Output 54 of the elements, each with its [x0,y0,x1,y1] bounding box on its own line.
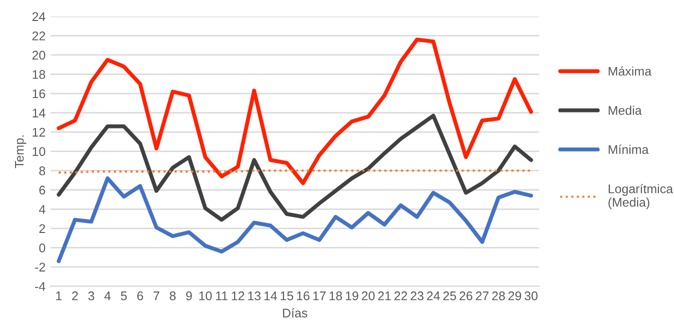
x-tick-label: 3 [88,291,94,300]
y-tick-label: 18 [32,70,46,79]
y-tick-label: 4 [39,205,46,214]
x-tick-label: 22 [394,291,408,300]
line-series [56,114,533,222]
y-tick-label: 12 [32,128,46,137]
x-axis-title: Días [283,308,308,318]
x-tick-label: 21 [378,291,391,300]
x-tick-label: 16 [297,291,310,300]
y-tick-label: 6 [39,186,46,195]
y-tick-label: 24 [32,12,46,21]
x-tick-label: 15 [280,292,294,300]
x-tick-label: 28 [492,291,505,300]
legend-label: Media [608,106,642,115]
x-tick-label: 13 [248,291,261,300]
x-tick-label: 18 [330,291,342,300]
line-series [56,38,533,186]
legend-label: Máxima [608,66,652,76]
y-tick-label: 8 [39,166,46,176]
x-tick-label: 11 [216,292,228,300]
line-series [56,176,533,264]
y-tick-label: -2 [35,262,46,272]
x-tick-label: 19 [346,291,358,300]
x-tick-label: 25 [443,291,456,300]
x-tick-label: 29 [508,291,522,300]
x-tick-label: 23 [410,291,424,300]
x-tick-label: 17 [313,292,326,300]
x-tick-label: 26 [460,291,472,300]
y-tick-label: 16 [32,89,46,98]
legend-label: Logarítmica (Media) [608,184,674,210]
x-tick-label: 6 [137,291,144,300]
x-tick-label: 12 [232,291,244,300]
x-tick-label: 27 [476,291,489,300]
y-tick-label: -4 [35,282,46,291]
y-tick-label: 22 [32,32,46,40]
y-tick-label: 2 [39,224,46,233]
x-tick-label: 9 [186,291,192,300]
y-tick-label: 14 [32,108,46,118]
x-tick-label: 1 [56,292,62,300]
y-tick-label: 20 [32,50,46,60]
x-tick-label: 2 [72,291,78,300]
x-tick-label: 14 [264,292,278,300]
legend-label: Mínima [608,144,649,154]
y-axis-title: Temp. [15,135,26,168]
x-tick-label: 8 [170,291,176,300]
x-tick-label: 7 [154,292,160,300]
y-tick-label: 10 [32,147,46,156]
x-tick-label: 20 [362,291,375,300]
x-tick-label: 4 [104,292,111,300]
x-tick-label: 24 [427,291,440,300]
x-tick-label: 10 [199,291,212,300]
x-tick-label: 30 [524,291,538,300]
y-tick-label: 0 [39,243,46,252]
x-tick-label: 5 [120,292,127,300]
